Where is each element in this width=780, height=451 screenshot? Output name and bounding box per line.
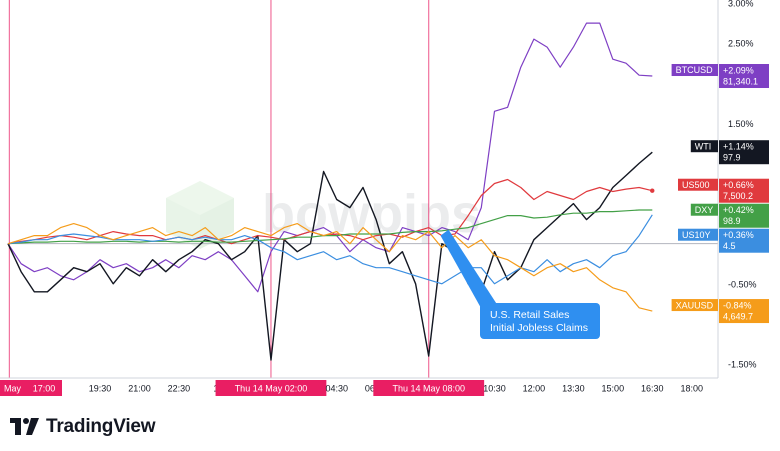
x-tick-label-12: 13:30: [562, 384, 585, 394]
x-tick-label-13: 15:00: [602, 384, 625, 394]
x-tick-label-6: Thu 14 May 02:00: [235, 384, 308, 394]
x-tick-bg-0: [0, 380, 26, 396]
branding: TradingView: [10, 414, 156, 440]
x-tick-12: 13:30: [562, 384, 585, 394]
series-name-us10y: US10Y: [682, 230, 711, 240]
series-name-tag-wti: [690, 140, 718, 153]
watermark-logo-top: [166, 181, 234, 215]
series-change-wti: +1.14%: [723, 142, 754, 152]
series-line-btcusd: [7, 22, 653, 293]
series-value-tag-dxy: [719, 203, 769, 228]
series-change-us500: +0.66%: [723, 180, 754, 190]
y-tick-label-3: -0.50%: [728, 279, 757, 289]
x-tick-bg-1: [26, 380, 62, 396]
series-change-dxy: +0.42%: [723, 205, 754, 215]
series-line-us500: [7, 178, 653, 245]
x-tick-label-11: 12:00: [523, 384, 546, 394]
series-value-tag-us10y: [719, 228, 769, 253]
series-name-tag-dxy: [690, 203, 718, 216]
x-tick-label-3: 21:00: [128, 384, 151, 394]
x-tick-label-1: 17:00: [33, 384, 56, 394]
x-tick-13: 15:00: [602, 384, 625, 394]
series-name-btcusd: BTCUSD: [676, 65, 714, 75]
series-value-tag-btcusd: [719, 64, 769, 89]
x-tick-label-0: May: [4, 384, 22, 394]
session-lines: [8, 0, 430, 378]
x-tick-label-9: Thu 14 May 08:00: [392, 384, 465, 394]
annotation-line-0: U.S. Retail Sales: [490, 309, 569, 321]
x-tick-label-15: 18:00: [680, 384, 703, 394]
series-price-btcusd: 81,340.1: [723, 77, 758, 87]
series-line-wti: [7, 151, 653, 361]
x-tick-label-2: 19:30: [89, 384, 112, 394]
x-tick-label-4: 22:30: [168, 384, 191, 394]
x-tick-label-10: 10:30: [483, 384, 506, 394]
x-tick-10: 10:30: [483, 384, 506, 394]
annotation-line-1: Initial Jobless Claims: [490, 322, 588, 334]
series-price-us10y: 4.5: [723, 241, 736, 251]
tradingview-logo-icon: [10, 418, 39, 435]
x-tick-4: 22:30: [168, 384, 191, 394]
series-name-tag-us500: [678, 178, 718, 191]
x-tick-bg-6: [215, 380, 327, 396]
x-tick-label-14: 16:30: [641, 384, 664, 394]
series-change-btcusd: +2.09%: [723, 66, 754, 76]
y-tick-label-2: 1.50%: [728, 119, 754, 129]
x-tick-6: Thu 14 May 02:00: [215, 380, 327, 396]
series-change-us10y: +0.36%: [723, 230, 754, 240]
series-name-tag-xauusd: [671, 299, 718, 312]
series-label-wti: WTI +1.14%97.9: [690, 140, 769, 165]
series-price-wti: 97.9: [723, 153, 741, 163]
series-price-us500: 7,500.2: [723, 191, 753, 201]
series-value-tag-us500: [719, 178, 769, 203]
y-tick-label-4: -1.50%: [728, 360, 757, 370]
series-price-dxy: 98.9: [723, 216, 741, 226]
series-price-xauusd: 4,649.7: [723, 312, 753, 322]
x-tick-2: 19:30: [89, 384, 112, 394]
series-name-wti: WTI: [695, 141, 712, 151]
series-label-us10y: US10Y +0.36%4.5: [678, 228, 769, 253]
y-tick-label-1: 2.50%: [728, 39, 754, 49]
series-value-tag-wti: [719, 140, 769, 165]
series-value-tag-xauusd: [719, 299, 769, 324]
x-tick-9: Thu 14 May 08:00: [373, 380, 485, 396]
x-tick-11: 12:00: [523, 384, 546, 394]
series-name-tag-us10y: [678, 228, 718, 241]
series-labels: BTCUSD +2.09%81,340.1 WTI +1.14%97.9 US500 +0…: [671, 64, 769, 324]
x-tick-15: 18:00: [680, 384, 703, 394]
x-tick-0: May: [0, 380, 26, 396]
series-name-tag-btcusd: [671, 64, 718, 77]
x-tick-3: 21:00: [128, 384, 151, 394]
series-line-xauusd: [7, 223, 653, 312]
brand-name: TradingView: [46, 416, 156, 437]
series-label-xauusd: XAUUSD -0.84%4,649.7: [671, 299, 769, 324]
series-name-xauusd: XAUUSD: [676, 300, 714, 310]
series-change-xauusd: -0.84%: [723, 301, 752, 311]
x-tick-bg-9: [373, 380, 485, 396]
series-line-dxy: [7, 209, 653, 245]
us500-last-point: [650, 188, 655, 193]
annotation-box: [480, 303, 600, 339]
watermark-logo-left: [166, 198, 200, 249]
series-label-btcusd: BTCUSD +2.09%81,340.1: [671, 64, 769, 89]
series-name-us500: US500: [682, 180, 710, 190]
x-tick-1: 17:00: [26, 380, 62, 396]
series-lines: [7, 22, 655, 361]
y-tick-label-0: 3.00%: [728, 0, 754, 9]
x-tick-14: 16:30: [641, 384, 664, 394]
x-tick-7: 04:30: [325, 384, 348, 394]
x-tick-label-7: 04:30: [325, 384, 348, 394]
series-label-dxy: DXY +0.42%98.9: [690, 203, 769, 228]
series-name-dxy: DXY: [695, 205, 714, 215]
series-label-us500: US500 +0.66%7,500.2: [678, 178, 769, 203]
annotation-arrow: [440, 229, 500, 317]
series-line-us10y: [7, 214, 653, 285]
